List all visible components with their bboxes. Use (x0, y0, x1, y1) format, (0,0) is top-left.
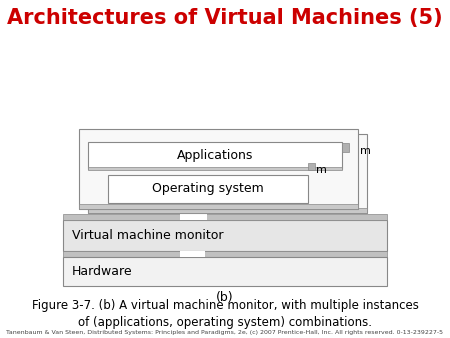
Bar (342, 143, 349, 152)
Bar (88, 134, 367, 213)
Bar (79, 204, 358, 209)
Text: Tanenbaum & Van Steen, Distributed Systems: Principles and Paradigms, 2e, (c) 20: Tanenbaum & Van Steen, Distributed Syste… (6, 330, 444, 335)
Text: Operating system: Operating system (152, 183, 264, 195)
Bar (180, 214, 207, 220)
Bar (63, 257, 387, 286)
Bar (308, 163, 315, 170)
Text: m: m (360, 146, 371, 156)
Text: Applications: Applications (177, 149, 253, 162)
Bar (108, 175, 308, 203)
Text: Figure 3-7. (b) A virtual machine monitor, with multiple instances
of (applicati: Figure 3-7. (b) A virtual machine monito… (32, 299, 419, 329)
Bar (79, 129, 358, 209)
Text: Hardware: Hardware (72, 265, 133, 278)
Bar (88, 208, 367, 213)
Bar (117, 178, 317, 206)
Text: (b): (b) (216, 291, 234, 304)
Bar (63, 251, 387, 257)
Bar (180, 251, 205, 257)
Bar (63, 214, 387, 220)
Bar (97, 170, 351, 173)
Bar (317, 167, 324, 173)
Text: Virtual machine monitor: Virtual machine monitor (72, 229, 224, 242)
Text: Architectures of Virtual Machines (5): Architectures of Virtual Machines (5) (7, 8, 443, 28)
Bar (88, 167, 342, 170)
Bar (351, 147, 358, 155)
Bar (97, 145, 351, 172)
Text: m: m (316, 165, 327, 175)
Bar (63, 220, 387, 251)
Bar (88, 142, 342, 169)
